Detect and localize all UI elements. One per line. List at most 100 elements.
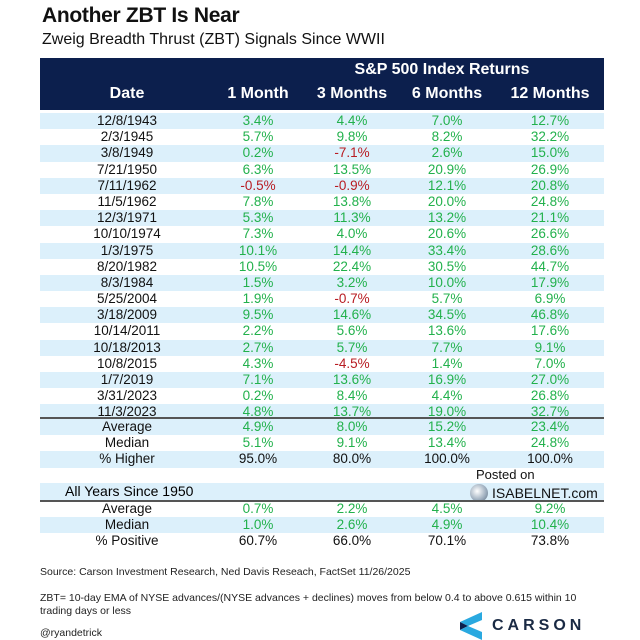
table-cell: 5.1% bbox=[242, 435, 274, 451]
table-cell: 7.7% bbox=[431, 339, 463, 355]
table-cell: 6.3% bbox=[242, 161, 274, 177]
table-row: Median 1.0% 2.6% 4.9% 10.4% bbox=[40, 517, 604, 534]
table-cell: 13.6% bbox=[332, 372, 372, 387]
row-label: 12/8/1943 bbox=[96, 113, 158, 128]
table-cell: 5.7% bbox=[431, 291, 463, 307]
table-cell: 3.2% bbox=[336, 274, 368, 290]
table-row: 10/10/1974 7.3% 4.0% 20.6% 26.6% bbox=[40, 226, 604, 242]
table-cell: 19.0% bbox=[427, 404, 467, 420]
table-cell: 5.7% bbox=[336, 339, 368, 355]
table-cell: 5.6% bbox=[336, 323, 368, 339]
table-row: 8/3/1984 1.5% 3.2% 10.0% 17.9% bbox=[40, 274, 604, 292]
watermark: ISABELNET.com bbox=[470, 484, 598, 502]
table-cell: 100.0% bbox=[424, 451, 470, 467]
table-cell: 24.8% bbox=[530, 435, 570, 451]
row-label: 10/14/2011 bbox=[93, 323, 161, 339]
chart-title: Another ZBT Is Near bbox=[42, 4, 240, 27]
column-header: 6 Months bbox=[411, 85, 483, 102]
table-row: 3/8/1949 0.2% -7.1% 2.6% 15.0% bbox=[40, 145, 604, 162]
table-cell: 15.0% bbox=[530, 145, 570, 161]
table-cell: -0.7% bbox=[334, 291, 370, 307]
table-row: Average 4.9% 8.0% 15.2% 23.4% bbox=[40, 419, 604, 436]
table-cell: 7.1% bbox=[242, 372, 274, 387]
table-cell: 80.0% bbox=[332, 451, 372, 467]
table-row: 1/3/1975 10.1% 14.4% 33.4% 28.6% bbox=[40, 242, 604, 259]
table-cell: 5.7% bbox=[242, 129, 274, 145]
table-cell: 20.6% bbox=[427, 226, 467, 242]
chart-subtitle: Zweig Breadth Thrust (ZBT) Signals Since… bbox=[42, 31, 385, 48]
group-header: S&P 500 Index Returns bbox=[354, 61, 530, 78]
table-cell: 26.9% bbox=[530, 161, 570, 177]
table-row: 7/21/1950 6.3% 13.5% 20.9% 26.9% bbox=[40, 162, 604, 178]
divider bbox=[40, 500, 604, 502]
table-cell: 2.6% bbox=[431, 145, 463, 161]
table-cell: 12.1% bbox=[427, 177, 467, 193]
table-cell: 20.9% bbox=[427, 161, 467, 177]
author-handle: @ryandetrick bbox=[40, 627, 103, 639]
table-cell: 13.6% bbox=[427, 323, 467, 339]
table-cell: -0.9% bbox=[334, 177, 370, 193]
table-cell: 2.7% bbox=[242, 339, 274, 355]
table-cell: 0.2% bbox=[242, 388, 274, 404]
table-row: Median 5.1% 9.1% 13.4% 24.8% bbox=[40, 435, 604, 451]
definition-note: ZBT= 10-day EMA of NYSE advances/(NYSE a… bbox=[40, 592, 577, 617]
column-header: 12 Months bbox=[510, 85, 590, 102]
row-label: 8/3/1984 bbox=[100, 274, 154, 290]
table-cell: 11.3% bbox=[333, 210, 371, 226]
table-row: % Positive 60.7% 66.0% 70.1% 73.8% bbox=[40, 533, 604, 549]
divider bbox=[40, 417, 604, 419]
table-row: 10/8/2015 4.3% -4.5% 1.4% 7.0% bbox=[40, 356, 604, 372]
table-cell: 7.0% bbox=[534, 355, 566, 371]
table-cell: 7.0% bbox=[431, 113, 463, 128]
table-cell: 3.4% bbox=[242, 113, 274, 128]
table-cell: 60.7% bbox=[238, 533, 278, 549]
table-cell: 9.1% bbox=[336, 435, 368, 451]
row-label: 1/7/2019 bbox=[100, 372, 154, 387]
table-cell: 16.9% bbox=[427, 372, 467, 387]
table-cell: 9.2% bbox=[534, 501, 566, 516]
row-label: 12/3/1971 bbox=[96, 210, 158, 226]
table-row: 3/31/2023 0.2% 8.4% 4.4% 26.8% bbox=[40, 388, 604, 404]
table-cell: 32.7% bbox=[530, 404, 570, 420]
table-cell: 14.6% bbox=[332, 307, 372, 323]
source-note: Source: Carson Investment Research, Ned … bbox=[40, 566, 411, 578]
table-cell: 95.0% bbox=[238, 451, 278, 467]
table-cell: 6.9% bbox=[534, 291, 566, 307]
table-cell: -7.1% bbox=[334, 145, 370, 161]
table-cell: 28.6% bbox=[530, 242, 570, 258]
table-cell: 7.3% bbox=[242, 226, 274, 242]
table-cell: 34.5% bbox=[427, 307, 467, 323]
carson-logo: CARSON bbox=[460, 612, 585, 640]
table-cell: 8.2% bbox=[431, 129, 463, 145]
table-row: 8/20/1982 10.5% 22.4% 30.5% 44.7% bbox=[40, 259, 604, 275]
table-cell: -4.5% bbox=[334, 355, 370, 371]
row-label: 7/11/1962 bbox=[97, 177, 157, 193]
table-cell: 30.5% bbox=[427, 258, 467, 274]
table-row: 3/18/2009 9.5% 14.6% 34.5% 46.8% bbox=[40, 307, 604, 324]
column-header: 1 Month bbox=[227, 85, 289, 102]
table-cell: 33.4% bbox=[427, 242, 467, 258]
globe-icon bbox=[470, 484, 488, 502]
table-cell: 12.7% bbox=[530, 113, 570, 128]
table-row: 11/3/2023 4.8% 13.7% 19.0% 32.7% bbox=[40, 404, 604, 421]
table-cell: 9.1% bbox=[534, 339, 566, 355]
row-label: 7/21/1950 bbox=[96, 161, 158, 177]
row-label: 10/8/2015 bbox=[96, 355, 158, 371]
table-cell: -0.5% bbox=[240, 177, 276, 193]
table-row: Average 0.7% 2.2% 4.5% 9.2% bbox=[40, 501, 604, 517]
table-row: 7/11/1962 -0.5% -0.9% 12.1% 20.8% bbox=[40, 177, 604, 194]
table-cell: 17.9% bbox=[530, 274, 570, 290]
carson-wordmark: CARSON bbox=[492, 617, 586, 634]
row-label: 3/8/1949 bbox=[100, 145, 154, 161]
carson-logo-icon bbox=[460, 612, 482, 640]
table-row: 12/3/1971 5.3% 11.3% 13.2% 21.1% bbox=[40, 210, 604, 227]
table-cell: 70.1% bbox=[427, 533, 467, 549]
table-cell: 10.4% bbox=[530, 517, 570, 533]
table-cell: 1.5% bbox=[242, 274, 274, 290]
table-cell: 13.5% bbox=[332, 161, 372, 177]
table-cell: 4.0% bbox=[336, 226, 368, 242]
table-cell: 46.8% bbox=[530, 307, 570, 323]
table-cell: 10.1% bbox=[238, 242, 278, 258]
table-cell: 17.6% bbox=[530, 323, 570, 339]
